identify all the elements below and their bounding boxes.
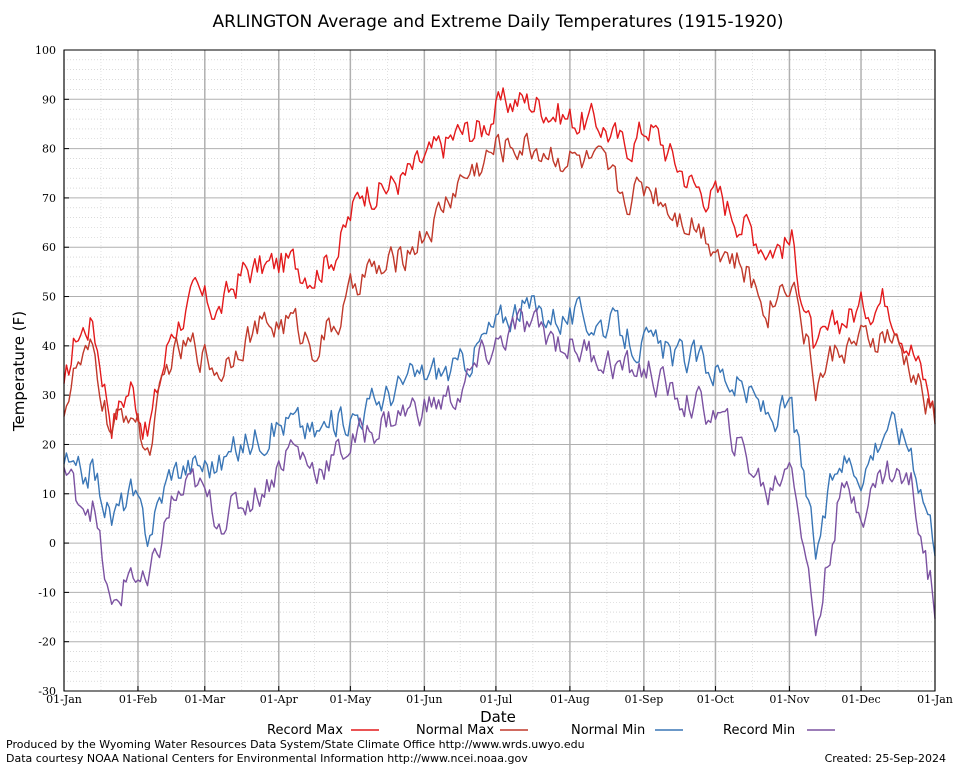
- y-tick-label: 70: [42, 192, 56, 205]
- x-tick-label: 01-Aug: [550, 693, 590, 706]
- series-line-record-max: [63, 87, 936, 440]
- x-tick-label: 01-Mar: [184, 693, 226, 706]
- y-tick-label: -10: [38, 586, 56, 599]
- x-tick-label: 01-Jun: [406, 693, 442, 706]
- x-tick-label: 01-Jul: [480, 693, 513, 706]
- footer-created-date: Created: 25-Sep-2024: [824, 752, 946, 765]
- series-line-record-min: [63, 308, 936, 637]
- y-tick-label: 0: [49, 537, 56, 550]
- x-tick-label: 01-Jan: [917, 693, 953, 706]
- y-tick-label: 40: [42, 340, 56, 353]
- x-axis-title: Date: [480, 708, 516, 726]
- x-tick-label: 01-Jan: [46, 693, 82, 706]
- x-tick-label: 01-Sep: [624, 693, 663, 706]
- chart-title: ARLINGTON Average and Extreme Daily Temp…: [213, 12, 784, 32]
- footer-credit-line1: Produced by the Wyoming Water Resources …: [6, 738, 585, 751]
- x-tick-label: 01-Apr: [260, 693, 299, 706]
- legend: Record Max Normal Max Normal Min Record Min: [267, 723, 835, 738]
- x-tick-label: 01-Feb: [119, 693, 157, 706]
- series-line-normal-min: [63, 295, 936, 560]
- y-tick-label: -20: [38, 636, 56, 649]
- x-tick-label: 01-Oct: [697, 693, 735, 706]
- y-tick-label: 20: [42, 438, 56, 451]
- y-tick-label: -30: [38, 685, 56, 698]
- minor-grid: [64, 50, 935, 691]
- y-tick-label: 10: [42, 488, 56, 501]
- legend-label-record-min: Record Min: [723, 723, 795, 738]
- x-tick-label: 01-Dec: [841, 693, 880, 706]
- plot-frame: [63, 49, 936, 692]
- legend-label-normal-min: Normal Min: [571, 723, 645, 738]
- x-tick-label: 01-Nov: [769, 693, 810, 706]
- series-line-normal-max: [63, 132, 936, 456]
- y-tick-label: 80: [42, 143, 56, 156]
- y-tick-label: 100: [35, 44, 56, 57]
- series-layer: [63, 87, 936, 637]
- x-tick-label: 01-May: [329, 693, 372, 706]
- x-axis-ticks: 01-Jan 01-Feb 01-Mar 01-Apr 01-May 01-Jun 01-J…: [46, 686, 953, 706]
- legend-label-record-max: Record Max: [267, 723, 343, 738]
- y-tick-label: 30: [42, 389, 56, 402]
- y-tick-label: 90: [42, 93, 56, 106]
- legend-label-normal-max: Normal Max: [416, 723, 494, 738]
- footer-credit-line2: Data courtesy NOAA National Centers for …: [6, 752, 528, 765]
- y-tick-label: 60: [42, 241, 56, 254]
- y-tick-label: 50: [42, 291, 56, 304]
- y-axis-title: Temperature (F): [10, 311, 28, 432]
